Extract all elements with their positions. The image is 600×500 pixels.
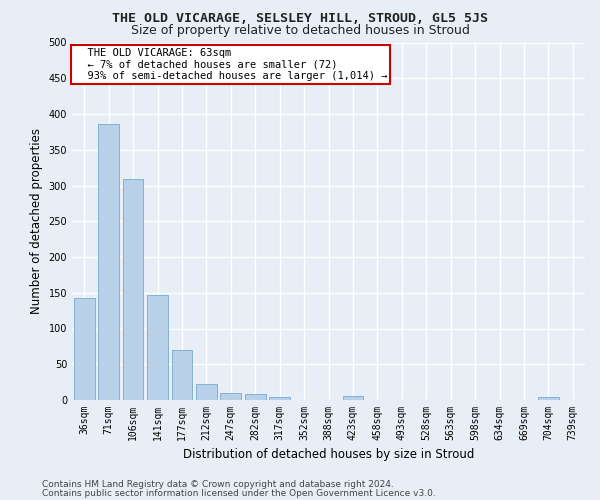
Bar [245,394,266,400]
Bar [343,396,364,400]
Bar [74,298,95,400]
Text: Size of property relative to detached houses in Stroud: Size of property relative to detached ho… [131,24,469,37]
Bar [196,384,217,400]
X-axis label: Distribution of detached houses by size in Stroud: Distribution of detached houses by size … [183,448,474,462]
Text: Contains public sector information licensed under the Open Government Licence v3: Contains public sector information licen… [42,488,436,498]
Bar [220,393,241,400]
Bar [172,350,193,400]
Y-axis label: Number of detached properties: Number of detached properties [30,128,43,314]
Bar [98,124,119,400]
Text: Contains HM Land Registry data © Crown copyright and database right 2024.: Contains HM Land Registry data © Crown c… [42,480,394,489]
Bar [269,397,290,400]
Bar [147,295,168,400]
Text: THE OLD VICARAGE: 63sqm
  ← 7% of detached houses are smaller (72)
  93% of semi: THE OLD VICARAGE: 63sqm ← 7% of detached… [74,48,387,81]
Bar [122,179,143,400]
Text: THE OLD VICARAGE, SELSLEY HILL, STROUD, GL5 5JS: THE OLD VICARAGE, SELSLEY HILL, STROUD, … [112,12,488,26]
Bar [538,397,559,400]
